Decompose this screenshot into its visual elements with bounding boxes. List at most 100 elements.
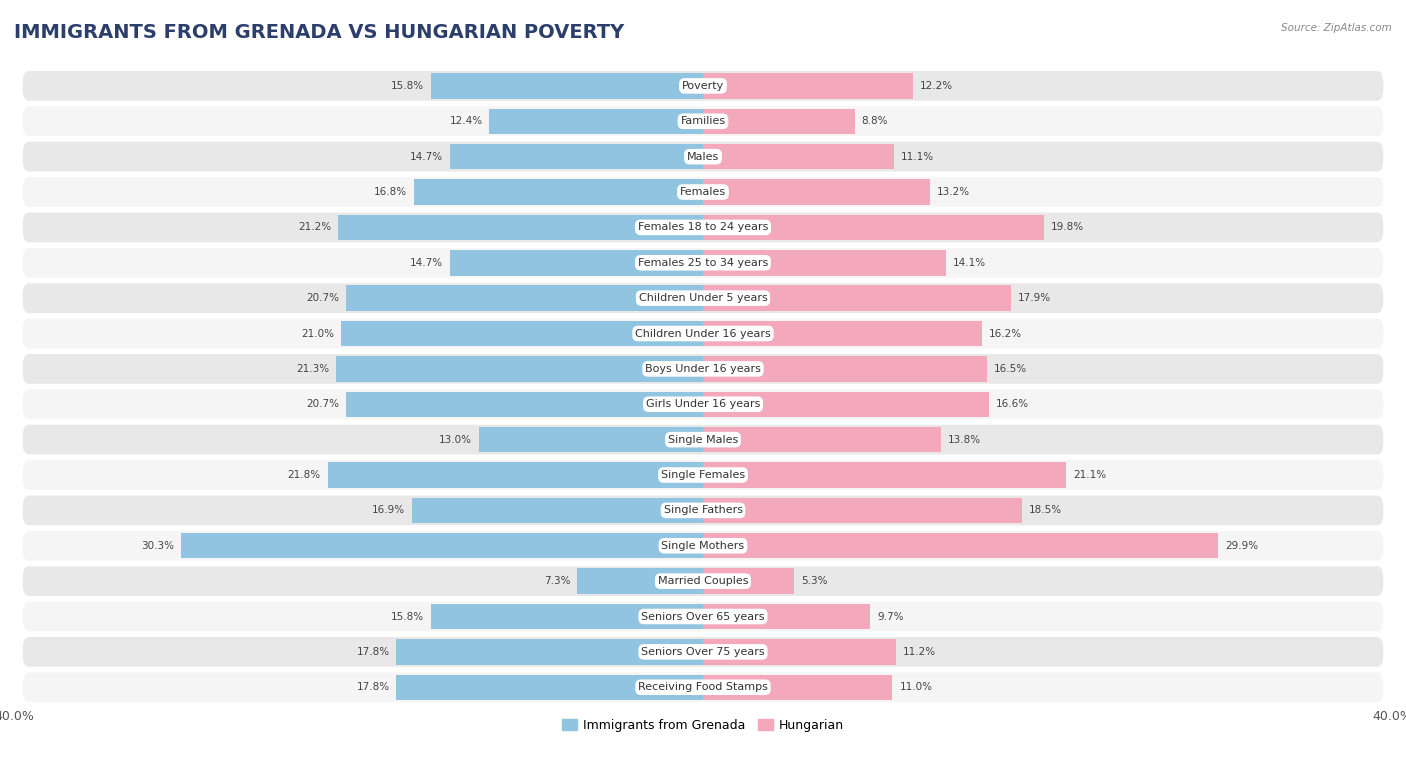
- Text: Seniors Over 65 years: Seniors Over 65 years: [641, 612, 765, 622]
- Bar: [450, 250, 703, 275]
- Text: 16.2%: 16.2%: [988, 328, 1022, 339]
- Bar: [450, 144, 703, 169]
- Bar: [703, 675, 893, 700]
- FancyBboxPatch shape: [22, 602, 1384, 631]
- Bar: [430, 604, 703, 629]
- Bar: [703, 286, 1011, 311]
- Text: Females: Females: [681, 187, 725, 197]
- Text: 21.2%: 21.2%: [298, 222, 330, 233]
- Text: Single Males: Single Males: [668, 434, 738, 445]
- Text: 18.5%: 18.5%: [1029, 506, 1062, 515]
- Bar: [703, 639, 896, 665]
- Text: Single Fathers: Single Fathers: [664, 506, 742, 515]
- Text: Females 25 to 34 years: Females 25 to 34 years: [638, 258, 768, 268]
- Text: 14.7%: 14.7%: [409, 258, 443, 268]
- Bar: [703, 533, 1218, 559]
- FancyBboxPatch shape: [22, 142, 1384, 171]
- Text: Single Mothers: Single Mothers: [661, 540, 745, 551]
- Bar: [703, 604, 870, 629]
- Bar: [346, 392, 703, 417]
- Text: Children Under 5 years: Children Under 5 years: [638, 293, 768, 303]
- Text: 21.0%: 21.0%: [301, 328, 335, 339]
- Text: 20.7%: 20.7%: [307, 399, 340, 409]
- Text: Children Under 16 years: Children Under 16 years: [636, 328, 770, 339]
- Bar: [336, 356, 703, 381]
- FancyBboxPatch shape: [22, 531, 1384, 561]
- FancyBboxPatch shape: [22, 283, 1384, 313]
- Text: Males: Males: [688, 152, 718, 161]
- Text: Receiving Food Stamps: Receiving Food Stamps: [638, 682, 768, 692]
- Text: 16.8%: 16.8%: [374, 187, 406, 197]
- Bar: [703, 568, 794, 594]
- Text: 12.4%: 12.4%: [450, 116, 482, 127]
- FancyBboxPatch shape: [22, 318, 1384, 349]
- Text: 30.3%: 30.3%: [141, 540, 174, 551]
- Text: 11.2%: 11.2%: [903, 647, 936, 657]
- Bar: [430, 74, 703, 99]
- Text: Families: Families: [681, 116, 725, 127]
- Bar: [578, 568, 703, 594]
- Text: Poverty: Poverty: [682, 81, 724, 91]
- FancyBboxPatch shape: [22, 71, 1384, 101]
- Bar: [703, 250, 946, 275]
- FancyBboxPatch shape: [22, 177, 1384, 207]
- Legend: Immigrants from Grenada, Hungarian: Immigrants from Grenada, Hungarian: [557, 714, 849, 737]
- Bar: [703, 180, 931, 205]
- FancyBboxPatch shape: [22, 672, 1384, 702]
- Bar: [703, 74, 912, 99]
- Text: 11.0%: 11.0%: [900, 682, 932, 692]
- Text: 17.8%: 17.8%: [356, 682, 389, 692]
- Text: 17.9%: 17.9%: [1018, 293, 1052, 303]
- FancyBboxPatch shape: [22, 460, 1384, 490]
- Text: 12.2%: 12.2%: [920, 81, 953, 91]
- Bar: [703, 321, 981, 346]
- Bar: [703, 108, 855, 134]
- FancyBboxPatch shape: [22, 566, 1384, 596]
- Text: 13.2%: 13.2%: [938, 187, 970, 197]
- Text: 13.8%: 13.8%: [948, 434, 981, 445]
- Text: 16.6%: 16.6%: [995, 399, 1029, 409]
- Text: 9.7%: 9.7%: [877, 612, 904, 622]
- Text: 8.8%: 8.8%: [862, 116, 889, 127]
- Text: 16.9%: 16.9%: [373, 506, 405, 515]
- Bar: [412, 498, 703, 523]
- Text: 15.8%: 15.8%: [391, 81, 425, 91]
- Bar: [181, 533, 703, 559]
- Text: 15.8%: 15.8%: [391, 612, 425, 622]
- Bar: [703, 462, 1066, 487]
- Text: Boys Under 16 years: Boys Under 16 years: [645, 364, 761, 374]
- Text: Married Couples: Married Couples: [658, 576, 748, 586]
- Bar: [703, 427, 941, 453]
- Bar: [703, 144, 894, 169]
- Text: 21.3%: 21.3%: [297, 364, 329, 374]
- FancyBboxPatch shape: [22, 496, 1384, 525]
- Text: Girls Under 16 years: Girls Under 16 years: [645, 399, 761, 409]
- Text: Source: ZipAtlas.com: Source: ZipAtlas.com: [1281, 23, 1392, 33]
- Bar: [703, 392, 988, 417]
- Bar: [489, 108, 703, 134]
- Bar: [479, 427, 703, 453]
- FancyBboxPatch shape: [22, 106, 1384, 136]
- FancyBboxPatch shape: [22, 390, 1384, 419]
- Text: Seniors Over 75 years: Seniors Over 75 years: [641, 647, 765, 657]
- Bar: [413, 180, 703, 205]
- Text: 13.0%: 13.0%: [439, 434, 472, 445]
- Text: 14.7%: 14.7%: [409, 152, 443, 161]
- Bar: [703, 498, 1022, 523]
- Text: 21.8%: 21.8%: [287, 470, 321, 480]
- Text: 14.1%: 14.1%: [953, 258, 986, 268]
- FancyBboxPatch shape: [22, 212, 1384, 243]
- Text: 7.3%: 7.3%: [544, 576, 571, 586]
- Bar: [703, 215, 1045, 240]
- Text: Single Females: Single Females: [661, 470, 745, 480]
- Text: 11.1%: 11.1%: [901, 152, 934, 161]
- Bar: [328, 462, 703, 487]
- Bar: [346, 286, 703, 311]
- Text: 17.8%: 17.8%: [356, 647, 389, 657]
- FancyBboxPatch shape: [22, 248, 1384, 277]
- Text: 16.5%: 16.5%: [994, 364, 1028, 374]
- Bar: [703, 356, 987, 381]
- Text: Females 18 to 24 years: Females 18 to 24 years: [638, 222, 768, 233]
- Bar: [337, 215, 703, 240]
- Text: 29.9%: 29.9%: [1225, 540, 1258, 551]
